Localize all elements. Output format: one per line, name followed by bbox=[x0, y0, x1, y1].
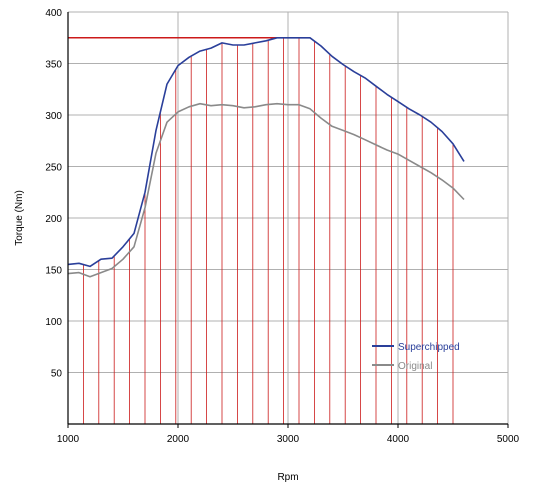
x-tick-label: 4000 bbox=[387, 434, 410, 445]
y-tick-label: 200 bbox=[45, 214, 62, 225]
series-line-original bbox=[67, 102, 465, 278]
y-axis-title: Torque (Nm) bbox=[14, 190, 25, 246]
legend-label-superchipped: Superchipped bbox=[398, 342, 460, 353]
y-tick-label: 250 bbox=[45, 163, 62, 174]
y-tick-label: 100 bbox=[45, 317, 62, 328]
y-tick-label: 300 bbox=[45, 111, 62, 122]
y-tick-label: 400 bbox=[45, 8, 62, 19]
x-tick-label: 3000 bbox=[277, 434, 300, 445]
y-tick-label: 350 bbox=[45, 60, 62, 71]
legend-label-original: Original bbox=[398, 361, 432, 372]
y-tick-labels: 50 100 150 200 250 300 350 400 bbox=[45, 8, 62, 380]
x-tick-label: 1000 bbox=[57, 434, 80, 445]
series-line-superchipped bbox=[67, 36, 465, 268]
axes bbox=[67, 12, 509, 428]
y-tick-label: 50 bbox=[51, 369, 63, 380]
grid bbox=[68, 11, 509, 424]
x-tick-label: 2000 bbox=[167, 434, 190, 445]
legend: Superchipped Original bbox=[372, 342, 460, 372]
x-axis-title: Rpm bbox=[277, 472, 298, 483]
x-tick-labels: 1000 2000 3000 4000 5000 bbox=[57, 434, 520, 445]
y-tick-label: 150 bbox=[45, 266, 62, 277]
rpm-marker-lines bbox=[67, 37, 454, 424]
x-tick-label: 5000 bbox=[497, 434, 520, 445]
series-lines bbox=[67, 36, 465, 278]
